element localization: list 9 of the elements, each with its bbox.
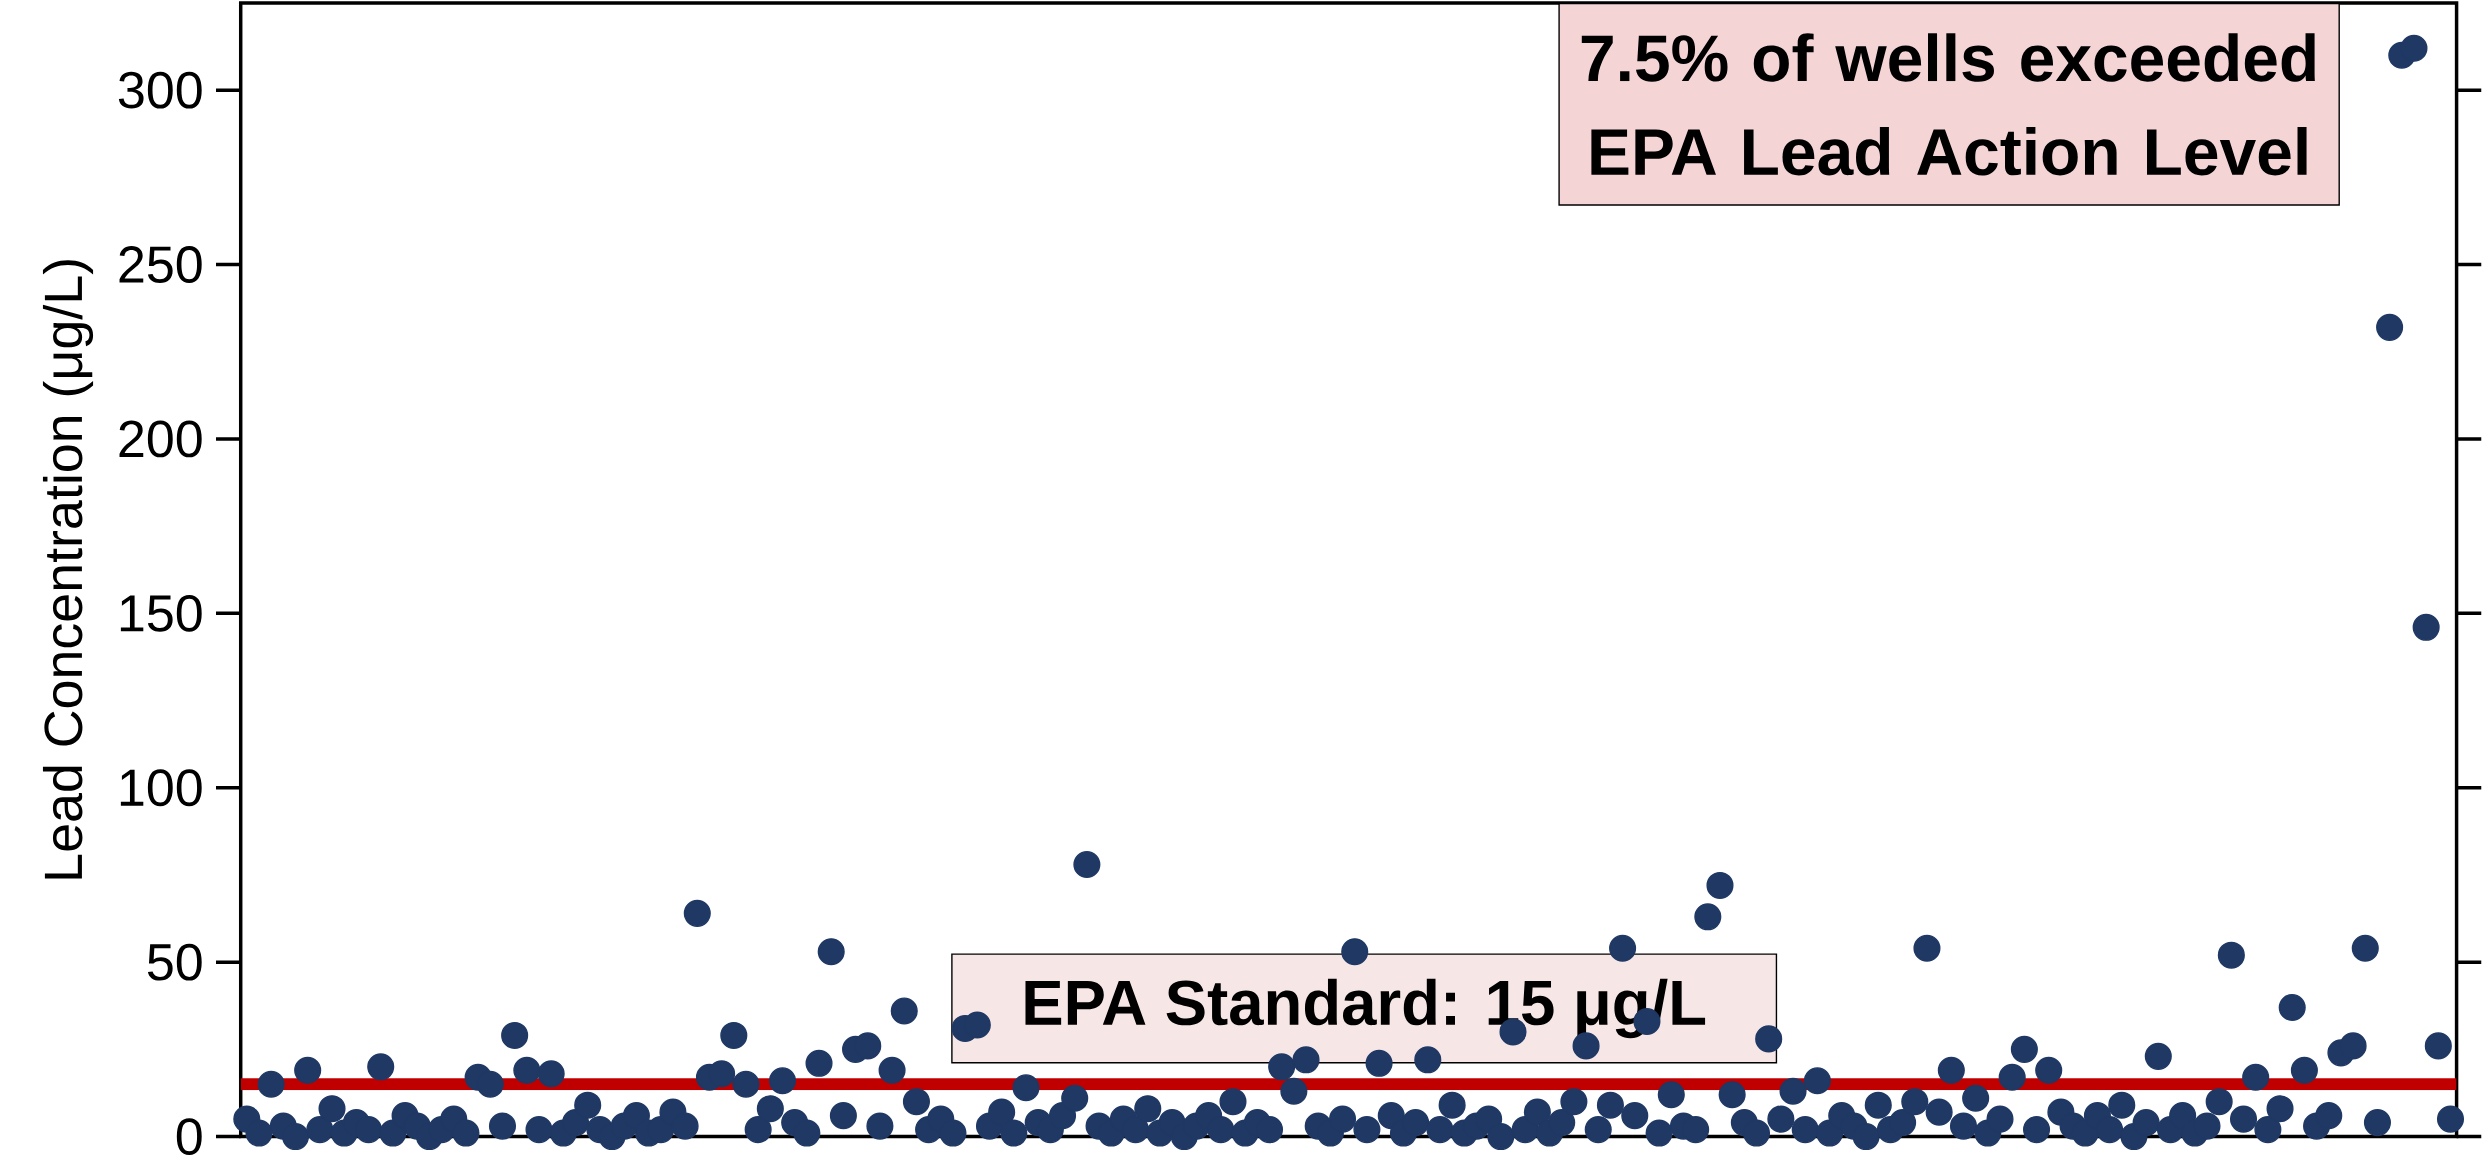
y-tick-label: 100 [120, 769, 202, 807]
y-tick-label: 0 [176, 1118, 202, 1156]
y-tick-label: 200 [119, 420, 202, 458]
y-axis-title: Lead Concentration (μg/L) [42, 260, 94, 879]
y-tick-label: 300 [118, 71, 202, 109]
y-tick-label: 250 [119, 246, 202, 284]
annotation: 7.5% of wells exceeded EPA Lead Action Level [1581, 33, 2315, 176]
y-tick-label: 50 [147, 943, 202, 981]
y-tick-label: 150 [120, 595, 202, 632]
